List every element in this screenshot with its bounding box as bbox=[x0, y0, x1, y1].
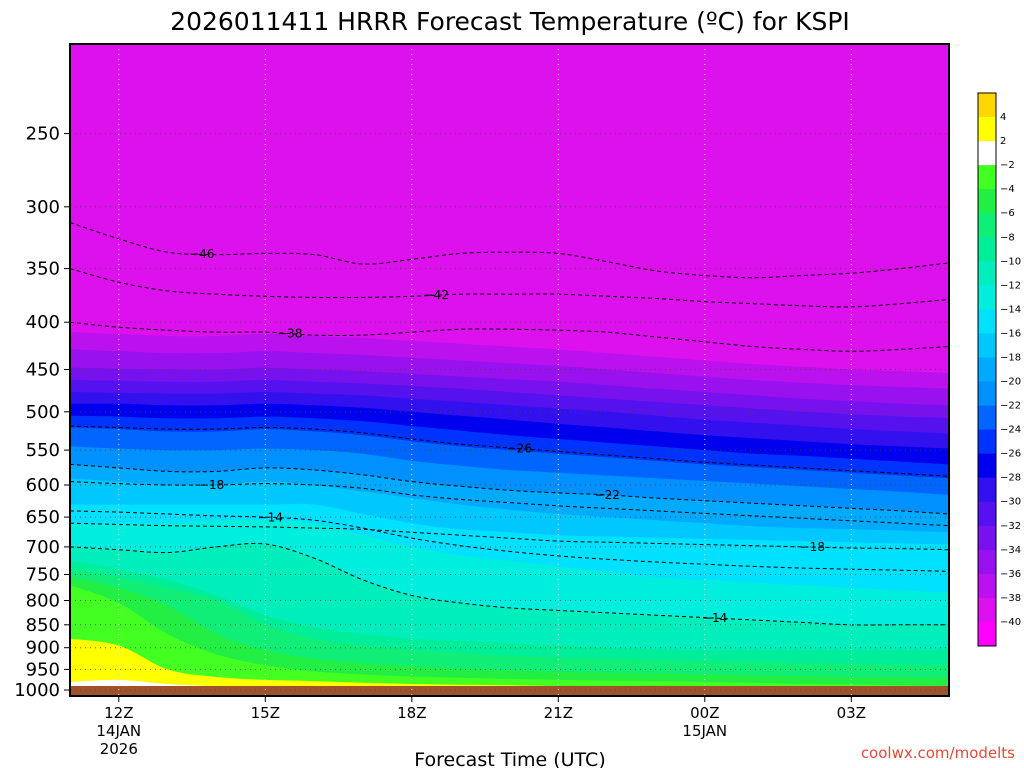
colorbar-label-12: −22 bbox=[1000, 401, 1021, 412]
ground-surface bbox=[70, 686, 949, 696]
contour-label-4: −22 bbox=[595, 488, 620, 502]
contour-label-7: −18 bbox=[800, 540, 825, 554]
x-axis-label: Forecast Time (UTC) bbox=[414, 749, 605, 768]
colorbar-label-11: −20 bbox=[1000, 377, 1021, 388]
colorbar-label-9: −16 bbox=[1000, 328, 1021, 339]
colorbar-swatch-22 bbox=[978, 621, 996, 647]
colorbar-frame bbox=[977, 92, 997, 647]
y-tick-label-14: 950 bbox=[26, 659, 60, 680]
contour-label-3: −26 bbox=[507, 442, 532, 456]
colorbar-label-0: 4 bbox=[1000, 112, 1006, 123]
colorbar-label-10: −18 bbox=[1000, 353, 1021, 364]
y-tick-label-13: 900 bbox=[26, 638, 60, 659]
contour-label-8: −14 bbox=[702, 611, 727, 625]
x-tick-label-1-0: 15Z bbox=[251, 704, 280, 722]
colorbar-swatch-5 bbox=[978, 213, 996, 238]
colorbar-swatch-0 bbox=[978, 93, 996, 118]
y-tick-label-5: 500 bbox=[26, 402, 60, 423]
plot-area: −46−42−38−26−22−18−14−18−14 bbox=[70, 44, 949, 696]
colorbar-label-5: −8 bbox=[1000, 232, 1015, 243]
colorbar-swatch-18 bbox=[978, 525, 996, 551]
colorbar-swatch-13 bbox=[978, 405, 996, 431]
colorbar-swatch-6 bbox=[978, 237, 996, 262]
y-tick-label-7: 600 bbox=[26, 475, 60, 496]
x-tick-label-4-0: 00Z bbox=[690, 704, 719, 722]
colorbar-label-14: −26 bbox=[1000, 449, 1021, 460]
colorbar-label-21: −40 bbox=[1000, 617, 1021, 628]
y-tick-label-2: 350 bbox=[26, 259, 60, 280]
colorbar-swatch-20 bbox=[978, 573, 996, 599]
x-tick-label-2-0: 18Z bbox=[397, 704, 426, 722]
colorbar-label-4: −6 bbox=[1000, 208, 1015, 219]
colorbar-swatch-14 bbox=[978, 429, 996, 455]
y-axis: 2503003504004505005506006507007508008509… bbox=[14, 124, 70, 701]
colorbar-label-7: −12 bbox=[1000, 280, 1021, 291]
isotherm-contours: −46−42−38−26−22−18−14−18−14 bbox=[70, 222, 949, 626]
credit-text: coolwx.com/modelts bbox=[861, 744, 1015, 762]
colorbar-label-13: −24 bbox=[1000, 425, 1021, 436]
y-tick-label-8: 650 bbox=[26, 507, 60, 528]
x-tick-label-4-1: 15JAN bbox=[682, 722, 727, 740]
colorbar-swatch-3 bbox=[978, 165, 996, 190]
colorbar-swatch-21 bbox=[978, 597, 996, 623]
y-tick-label-3: 400 bbox=[26, 312, 60, 333]
colorbar-swatch-4 bbox=[978, 189, 996, 214]
x-tick-label-0-0: 12Z bbox=[104, 704, 133, 722]
colorbar-label-18: −34 bbox=[1000, 545, 1021, 556]
grid-lines bbox=[70, 44, 949, 696]
y-tick-label-6: 550 bbox=[26, 440, 60, 461]
contour-label-5: −18 bbox=[199, 478, 224, 492]
colorbar-swatch-8 bbox=[978, 285, 996, 310]
contour-label-2: −38 bbox=[277, 327, 302, 341]
colorbar-label-19: −36 bbox=[1000, 569, 1021, 580]
chart-title: 2026011411 HRRR Forecast Temperature (ºC… bbox=[170, 7, 850, 36]
contour-label-1: −42 bbox=[424, 288, 449, 302]
contour-line-1 bbox=[70, 268, 949, 308]
colorbar-label-15: −28 bbox=[1000, 473, 1021, 484]
colorbar-label-3: −4 bbox=[1000, 184, 1015, 195]
colorbar-swatch-17 bbox=[978, 501, 996, 527]
contour-line-8 bbox=[70, 542, 949, 626]
colorbar-swatch-9 bbox=[978, 309, 996, 334]
y-tick-label-4: 450 bbox=[26, 360, 60, 381]
colorbar-swatch-12 bbox=[978, 381, 996, 407]
colorbar-swatch-11 bbox=[978, 357, 996, 383]
x-tick-label-3-0: 21Z bbox=[544, 704, 573, 722]
colorbar-label-1: 2 bbox=[1000, 136, 1006, 147]
y-tick-label-1: 300 bbox=[26, 197, 60, 218]
contour-line-6 bbox=[70, 510, 949, 572]
colorbar-label-2: −2 bbox=[1000, 160, 1015, 171]
y-tick-label-12: 850 bbox=[26, 615, 60, 636]
temperature-bands bbox=[70, 44, 949, 691]
colorbar-swatch-7 bbox=[978, 261, 996, 286]
colorbar-label-8: −14 bbox=[1000, 304, 1021, 315]
colorbar-label-6: −10 bbox=[1000, 256, 1021, 267]
contour-line-4 bbox=[70, 463, 949, 515]
y-tick-label-11: 800 bbox=[26, 591, 60, 612]
x-tick-label-0-1: 14JAN bbox=[96, 722, 141, 740]
colorbar-swatch-16 bbox=[978, 477, 996, 503]
colorbar-label-17: −32 bbox=[1000, 521, 1021, 532]
colorbar-swatch-2 bbox=[978, 141, 996, 166]
contour-label-0: −46 bbox=[189, 247, 214, 261]
y-tick-label-0: 250 bbox=[26, 124, 60, 145]
colorbar-swatch-15 bbox=[978, 453, 996, 479]
colorbar: 4 2 −2 −4 −6 −8 −10 −12 −14 −16 −18 −20 −22 −24 −26 −28… bbox=[977, 92, 1021, 647]
colorbar-swatch-19 bbox=[978, 549, 996, 575]
x-tick-label-0-2: 2026 bbox=[100, 740, 138, 758]
colorbar-swatch-10 bbox=[978, 333, 996, 358]
x-tick-label-5-0: 03Z bbox=[837, 704, 866, 722]
colorbar-label-20: −38 bbox=[1000, 593, 1021, 604]
temp-band-20 bbox=[70, 44, 949, 374]
y-tick-label-9: 700 bbox=[26, 537, 60, 558]
colorbar-swatch-1 bbox=[978, 117, 996, 142]
y-tick-label-10: 750 bbox=[26, 565, 60, 586]
y-tick-label-15: 1000 bbox=[14, 680, 60, 701]
colorbar-label-16: −30 bbox=[1000, 497, 1021, 508]
